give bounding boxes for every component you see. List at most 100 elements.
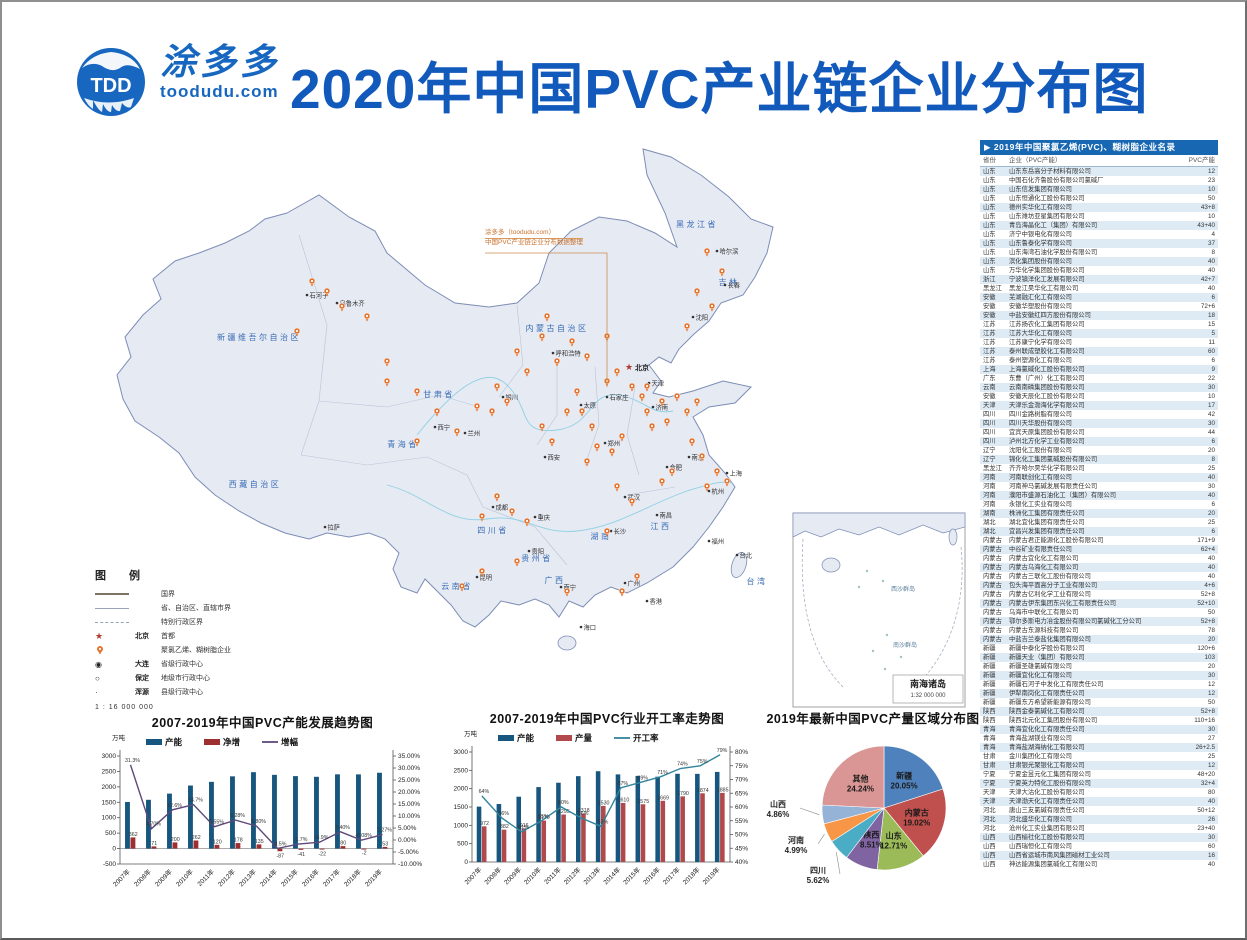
company-pin-icon [603,527,611,537]
city-dot-icon [543,455,547,459]
company-row: 青海 青海盐湖镁业有限公司 27 [983,735,1215,742]
svg-text:40%: 40% [735,859,748,866]
bar-产能 [695,773,700,862]
city-dot-icon [433,425,437,429]
company-pin-icon [383,357,391,367]
city-label: 西安 [548,453,561,462]
company-pin-icon [488,407,496,417]
svg-text:内蒙古: 内蒙古 [905,808,929,818]
company-row: 内蒙古 内蒙古君正能源化工股份有限公司 171+9 [983,537,1215,544]
svg-text:2016年: 2016年 [641,865,663,887]
province-label: 黑龙江省 [676,219,718,229]
city-dot-icon [655,513,659,517]
company-row: 河北 河北盛华化工有限公司 26 [980,815,1218,824]
company-row: 山东 山东鲁泰化学有限公司 37 [980,239,1218,248]
svg-text:74%: 74% [677,762,688,768]
bar-净增 [256,844,262,849]
svg-text:70%: 70% [735,777,748,784]
company-row: 宁夏 宁夏英力特化工股份有限公司 32+4 [980,779,1218,788]
province-label: 内蒙古自治区 [526,323,589,333]
bar-产能 [188,785,193,849]
company-row: 江苏 江苏康宁化学有限公司 11 [983,339,1215,346]
svg-text:2017年: 2017年 [661,865,683,887]
chart2-plot: 0 500 1000 1500 2000 2500 3000 40% 45% 50% 55% 60% 6… [454,729,749,887]
svg-text:3000: 3000 [454,749,469,756]
svg-text:万吨: 万吨 [112,733,126,742]
bar-产量 [561,814,566,862]
svg-text:1000: 1000 [454,822,469,829]
svg-text:2016年: 2016年 [300,867,322,889]
annotation-leader-line [485,252,608,387]
city-dot-icon [605,395,609,399]
bar-产能 [595,771,601,862]
city-dot-icon [323,525,327,529]
svg-text:55%: 55% [538,814,549,820]
svg-text:15.00%: 15.00% [398,801,420,808]
capital-star-icon: ★ [625,362,633,372]
company-row: 山西 神达能源集团氯碱化工有限公司 40 [983,861,1215,868]
company-row: 安徽 安徽天辰化工股份有限公司 10 [983,393,1215,400]
company-pin-icon [473,402,481,412]
company-row: 云南 云南南磷集团股份有限公司 30 [980,383,1218,392]
company-row: 青海 青海宜化化工有限责任公司 30 [980,725,1218,734]
bar-产量 [700,793,705,862]
company-row: 山东 万华化学集团股份有限公司 40 [983,267,1215,274]
svg-text:陕西: 陕西 [863,830,879,840]
svg-text:4.70%: 4.70% [146,822,161,828]
svg-text:2013年: 2013年 [581,865,603,887]
col-capacity: PVC产能 [1188,157,1215,164]
svg-text:净增: 净增 [223,737,240,747]
svg-text:1669: 1669 [657,795,669,801]
city-label: 长沙 [614,527,627,536]
city-dot-icon [305,293,309,297]
company-row: 河南 河南联创化工有限公司 40 [980,473,1218,482]
company-pin-icon [578,407,586,417]
city-dot-icon [665,465,669,469]
col-company: 企业（PVC产能） [1009,157,1062,164]
city-dot-icon [651,405,655,409]
city-label: 西宁 [438,423,451,432]
svg-text:-22: -22 [318,851,326,857]
bar-产能 [167,793,172,849]
capital-legend-icon: ★ [95,630,104,641]
svg-text:-0.08%: -0.08% [355,833,372,839]
bar-净增 [193,840,199,849]
svg-text:5.80%: 5.80% [251,819,266,825]
city-dot-icon [735,553,739,557]
xisha-label: 西沙群岛 [891,585,915,593]
city-label: 上海 [730,469,743,478]
svg-text:0: 0 [112,846,116,853]
company-pin-icon [688,437,696,447]
company-row: 四川 宜宾天原集团股份有限公司 44 [983,429,1215,436]
company-row: 辽宁 锦化化工集团氯碱股份有限公司 8 [980,455,1218,464]
svg-text:30.00%: 30.00% [398,765,420,772]
province-label: 西藏自治区 [229,479,282,489]
company-row: 山东 山东潍坊亚星集团有限公司 10 [983,213,1215,220]
city-label: 济南 [656,403,669,412]
rivers [386,376,734,532]
bar-产量 [680,796,685,862]
province-label: 贵州省 [521,553,553,563]
province-label: 台湾 [747,576,768,586]
company-row: 山东 德州实华化工有限公司 43+8 [980,203,1218,212]
company-pin-icon [628,382,636,392]
company-row: 江苏 江苏扬农化工集团有限公司 15 [983,321,1215,328]
company-row: 湖北 湖北宜化集团有限责任公司 25 [983,519,1215,526]
svg-text:14.7%: 14.7% [188,798,203,804]
city-label: 石家庄 [610,393,629,402]
city-dot-icon [475,575,479,579]
svg-text:开工率: 开工率 [633,733,659,743]
company-pin-icon [433,407,441,417]
bar-产能 [536,787,541,862]
company-row: 甘肃 金川集团化工有限公司 25 [983,753,1215,760]
city-dot-icon [533,515,537,519]
bar-产能 [655,776,660,862]
city-dot-icon [603,441,607,445]
company-pin-icon [508,507,516,517]
company-pin-icon [648,422,656,432]
city-label: 杭州 [712,487,725,496]
company-row: 河南 永银化工实业有限公司 6 [983,501,1215,508]
svg-text:2013年: 2013年 [237,867,259,889]
